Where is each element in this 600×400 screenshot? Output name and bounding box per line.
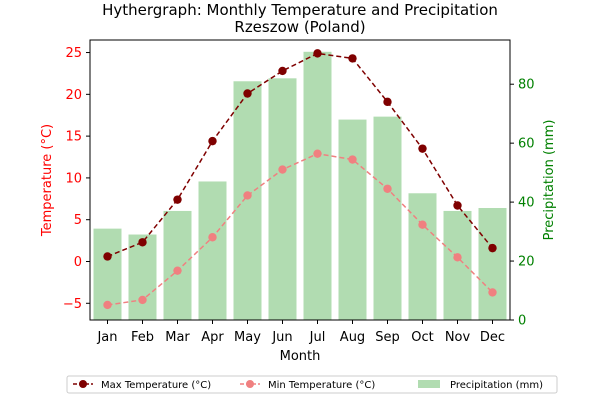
legend-frame — [66, 375, 558, 394]
x-axis-label: Month — [280, 349, 321, 364]
left-tick-label: 5 — [74, 213, 82, 228]
right-tick-label: 60 — [518, 137, 535, 152]
legend-max-marker — [79, 380, 87, 388]
left-y-axis-label: Temperature (°C) — [40, 124, 55, 237]
min-temp-point-apr — [208, 233, 217, 242]
min-temp-point-sep — [383, 184, 392, 193]
precip-bar-mar — [163, 210, 192, 320]
max-temp-point-nov — [453, 201, 462, 210]
min-temp-point-mar — [173, 266, 182, 275]
x-tick-label: Mar — [165, 330, 190, 345]
left-tick-label: 10 — [65, 171, 82, 186]
max-temp-point-aug — [348, 54, 357, 63]
max-temp-point-dec — [488, 243, 497, 253]
chart-title-line1: Hythergraph: Monthly Temperature and Pre… — [102, 1, 498, 19]
left-tick-label: 25 — [65, 46, 82, 61]
legend-item-min: Min Temperature (°C) — [240, 380, 375, 391]
legend-min-label: Min Temperature (°C) — [268, 380, 375, 391]
x-tick-label: Aug — [340, 330, 365, 345]
right-tick-label: 0 — [518, 314, 526, 329]
legend-precip-swatch — [418, 380, 440, 388]
left-tick-label: 15 — [65, 130, 82, 145]
legend-item-precip: Precipitation (mm) — [418, 380, 543, 391]
x-tick-label: Apr — [201, 330, 224, 345]
precip-bar-jul — [303, 51, 332, 320]
right-y-axis-label: Precipitation (mm) — [542, 120, 557, 241]
x-tick-label: Jan — [96, 330, 117, 345]
x-tick-label: Dec — [480, 330, 505, 345]
min-temp-point-oct — [418, 220, 427, 229]
min-temp-point-jan — [103, 300, 112, 310]
x-tick-label: Oct — [411, 330, 433, 345]
legend-precip-label: Precipitation (mm) — [450, 380, 543, 391]
min-temp-line — [107, 152, 494, 306]
right-y-axis: 0 20 40 60 80 — [510, 78, 535, 329]
x-tick-label: Nov — [445, 330, 471, 345]
precip-bar-may — [233, 81, 262, 321]
legend-item-max: Max Temperature (°C) — [73, 380, 211, 391]
min-temp-point-feb — [138, 295, 147, 305]
max-temp-point-sep — [383, 97, 392, 107]
precip-bar-oct — [408, 193, 437, 320]
max-temp-point-jun — [278, 66, 287, 76]
precip-bar-nov — [443, 210, 472, 320]
chart-title-line2: Rzeszow (Poland) — [234, 18, 365, 36]
precip-bar-sep — [373, 116, 402, 320]
max-temp-point-oct — [418, 144, 427, 153]
precip-bar-aug — [338, 119, 367, 320]
legend-min-marker — [246, 380, 254, 388]
x-tick-label: Jul — [309, 330, 326, 345]
max-temp-point-may — [243, 89, 252, 98]
precipitation-bars — [93, 51, 507, 321]
left-tick-label: 0 — [74, 255, 82, 270]
right-tick-label: 40 — [518, 196, 535, 211]
left-y-axis: −5 0 5 10 15 20 25 — [63, 46, 90, 312]
right-tick-label: 20 — [518, 255, 535, 270]
min-temp-point-dec — [488, 288, 497, 297]
x-tick-label: Feb — [131, 330, 154, 345]
min-temp-point-jun — [278, 165, 287, 174]
precip-bar-apr — [198, 181, 227, 320]
precip-bar-jun — [268, 78, 297, 320]
left-tick-label: −5 — [63, 297, 82, 312]
x-axis: Jan Feb Mar Apr May Jun Jul Aug Sep Oct Nov Dec — [96, 320, 505, 345]
max-temp-point-apr — [208, 136, 217, 146]
left-tick-label: 20 — [65, 88, 82, 103]
temperature-lines — [103, 49, 497, 310]
x-tick-label: May — [234, 330, 261, 345]
max-temp-line — [107, 52, 494, 258]
plot-frame — [89, 39, 511, 321]
min-temp-point-aug — [348, 155, 357, 164]
precip-bar-feb — [128, 234, 157, 320]
legend-max-label: Max Temperature (°C) — [101, 380, 211, 391]
max-temp-point-feb — [138, 238, 147, 247]
min-temp-point-nov — [453, 253, 462, 262]
precip-bar-dec — [478, 208, 507, 320]
max-temp-point-jul — [313, 49, 322, 58]
right-tick-label: 80 — [518, 78, 535, 93]
legend: Max Temperature (°C) Min Temperature (°C… — [66, 375, 558, 394]
min-temp-point-jul — [313, 149, 322, 158]
max-temp-point-jan — [103, 252, 112, 261]
min-temp-point-may — [243, 191, 252, 200]
x-tick-label: Jun — [271, 330, 292, 345]
max-temp-point-mar — [173, 195, 182, 204]
x-tick-label: Sep — [375, 330, 400, 345]
